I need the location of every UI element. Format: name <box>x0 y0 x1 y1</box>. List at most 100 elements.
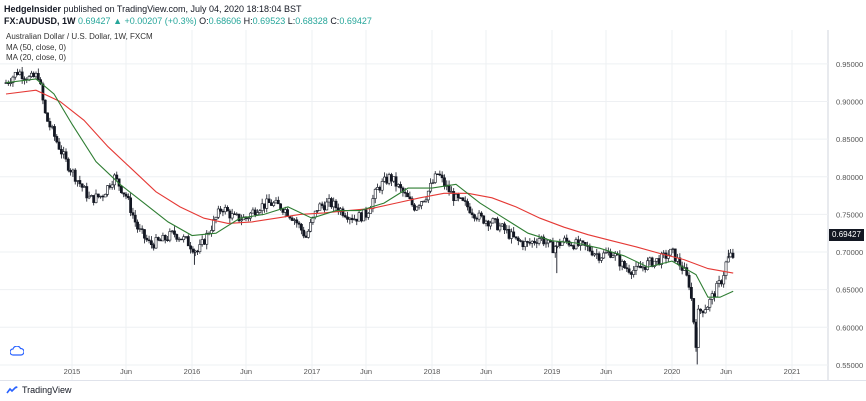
candle-down <box>731 252 735 258</box>
ohlc-line: FX:AUDUSD, 1W 0.69427 ▲ +0.00207 (+0.3%)… <box>4 15 372 27</box>
y-axis: 0.95000 0.90000 0.85000 0.80000 0.75000 0.700… <box>836 60 863 370</box>
candle-up <box>376 187 379 190</box>
candle-down <box>399 184 403 189</box>
x-tick-label: Jun <box>720 367 732 376</box>
candle-down <box>122 192 126 195</box>
candle-up <box>265 198 269 209</box>
candle-down <box>329 198 333 208</box>
candle-up <box>500 223 504 227</box>
candle-up <box>9 82 13 84</box>
candle-up <box>348 217 352 220</box>
candle-up <box>293 219 296 221</box>
candle-up <box>632 270 636 275</box>
cloud-icon[interactable] <box>10 346 24 356</box>
high-value: 0.69523 <box>252 16 286 26</box>
candle-down <box>609 251 613 258</box>
candle-up <box>537 238 541 244</box>
tradingview-brand[interactable]: TradingView <box>6 385 72 395</box>
candle-up <box>94 193 98 203</box>
candle-down <box>341 208 345 216</box>
candle-up <box>595 253 599 255</box>
candle-up <box>579 240 583 246</box>
candle-down <box>519 240 523 242</box>
chart-area[interactable]: 0.95000 0.90000 0.85000 0.80000 0.75000 0.700… <box>0 28 866 380</box>
candle-down <box>447 184 451 193</box>
candle-down <box>136 221 139 230</box>
candle-down <box>436 173 439 176</box>
low-label: L: <box>287 16 296 26</box>
candle-up <box>50 126 54 128</box>
candle-up <box>523 241 527 248</box>
candle-up <box>611 255 615 258</box>
y-tick-label: 0.75000 <box>836 210 863 219</box>
low-value: 0.68328 <box>295 16 328 26</box>
candle-down <box>119 185 123 194</box>
candle-down <box>156 237 160 241</box>
candle-up <box>87 195 91 199</box>
candle-up <box>83 186 86 188</box>
candle-up <box>505 228 509 231</box>
candle-down <box>323 205 326 211</box>
candle-down <box>542 236 546 245</box>
candle-down <box>55 136 59 143</box>
candle-up <box>574 239 578 250</box>
candle-up <box>353 218 356 221</box>
tradingview-logo-icon <box>6 385 18 393</box>
candle-down <box>673 248 677 262</box>
last-price: 0.69427 <box>78 16 111 26</box>
candle-down <box>385 176 389 184</box>
legend-ma20[interactable]: MA (20, close, 0) <box>6 53 67 62</box>
candle-down <box>233 213 236 215</box>
candle-up <box>62 151 66 155</box>
candle-down <box>581 240 585 243</box>
candle-up <box>671 248 675 250</box>
candle-down <box>627 268 631 273</box>
candle-down <box>394 176 398 187</box>
candle-down <box>685 267 689 276</box>
candle-up <box>283 209 287 213</box>
candle-down <box>389 174 393 182</box>
candle-down <box>320 203 324 206</box>
candle-down <box>526 241 529 243</box>
candle-down <box>145 237 149 241</box>
candle-up <box>103 194 107 198</box>
candle-down <box>46 112 49 122</box>
candle-up <box>235 213 239 216</box>
candle-down <box>53 126 56 137</box>
candle-down <box>567 240 571 246</box>
candle-up <box>717 280 721 284</box>
legend-ma50[interactable]: MA (50, close, 0) <box>6 42 67 52</box>
candle-down <box>226 207 229 212</box>
candle-down <box>48 121 52 128</box>
candle-up <box>546 239 550 244</box>
x-tick-label: 2021 <box>784 367 801 376</box>
candle-down <box>535 242 539 244</box>
symbol-label: FX:AUDUSD, 1W <box>4 16 76 26</box>
high-label: H: <box>243 16 253 26</box>
candle-down <box>166 239 169 241</box>
y-tick-label: 0.60000 <box>836 323 863 332</box>
grid-lines <box>0 30 829 380</box>
candle-up <box>544 242 548 245</box>
candle-down <box>73 169 77 182</box>
publish-line: HedgeInsider published on TradingView.co… <box>4 3 302 15</box>
brand-label: TradingView <box>22 385 72 395</box>
candle-down <box>558 241 562 246</box>
candle-down <box>355 218 359 222</box>
candle-down <box>96 193 100 198</box>
candle-down <box>503 223 506 231</box>
candle-up <box>509 231 513 239</box>
candle-down <box>101 195 105 198</box>
candle-up <box>205 232 209 245</box>
price-chart[interactable]: 0.95000 0.90000 0.85000 0.80000 0.75000 0.700… <box>0 28 866 380</box>
candle-down <box>403 192 407 194</box>
candle-down <box>43 99 47 114</box>
candle-down <box>533 240 536 243</box>
candle-up <box>18 71 22 75</box>
candle-down <box>461 197 465 201</box>
candle-down <box>219 208 223 212</box>
candle-down <box>443 177 446 187</box>
author-name[interactable]: HedgeInsider <box>4 4 62 14</box>
candle-down <box>496 218 499 231</box>
candle-down <box>512 231 516 238</box>
